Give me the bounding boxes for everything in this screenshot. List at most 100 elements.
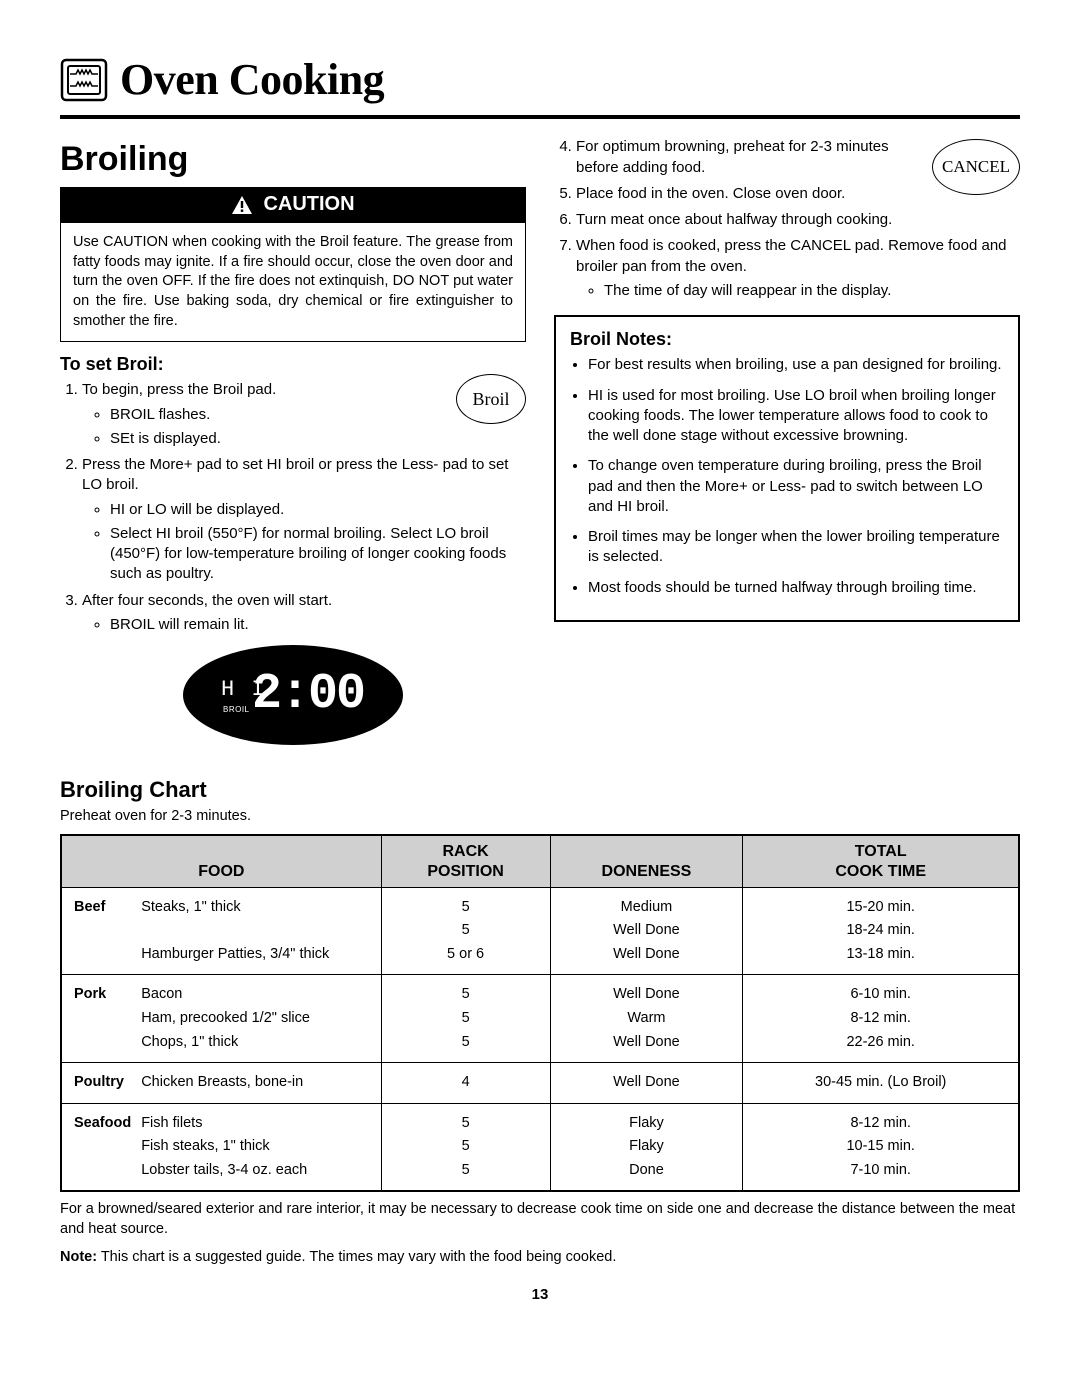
display-time: 2:00 xyxy=(252,661,364,729)
note-3: To change oven temperature during broili… xyxy=(588,456,1004,517)
food-category: Beef xyxy=(61,887,131,919)
food-item: Ham, precooked 1/2" slice xyxy=(131,1007,381,1031)
left-column: Broiling CAUTION Use CAUTION when cookin… xyxy=(60,137,526,745)
food-item: Fish filets xyxy=(131,1103,381,1135)
food-category xyxy=(61,919,131,943)
page-header: Oven Cooking xyxy=(60,50,1020,119)
step-3: After four seconds, the oven will start.… xyxy=(82,591,526,636)
doneness: Well Done xyxy=(550,975,743,1007)
doneness: Well Done xyxy=(550,943,743,975)
col-cooktime: TotalCook Time xyxy=(743,835,1019,887)
rack-position: 5 xyxy=(381,887,550,919)
rack-position: 5 xyxy=(381,1007,550,1031)
chart-footnote-2-text: This chart is a suggested guide. The tim… xyxy=(97,1249,616,1265)
to-set-broil-heading: To set Broil: xyxy=(60,352,526,376)
chart-footnote-1: For a browned/seared exterior and rare i… xyxy=(60,1200,1020,1239)
broiling-chart-table: Food RackPosition Doneness TotalCook Tim… xyxy=(60,834,1020,1192)
step-3-bullet-1: BROIL will remain lit. xyxy=(110,615,526,635)
food-item: Steaks, 1" thick xyxy=(131,887,381,919)
food-category xyxy=(61,1031,131,1063)
step-1-bullet-2: SEt is displayed. xyxy=(110,429,526,449)
food-category xyxy=(61,1007,131,1031)
food-category: Pork xyxy=(61,975,131,1007)
step-7-text: When food is cooked, press the CANCEL pa… xyxy=(576,237,1007,274)
doneness: Well Done xyxy=(550,1063,743,1104)
table-row: BeefSteaks, 1" thick5Medium15-20 min. xyxy=(61,887,1019,919)
col-doneness: Doneness xyxy=(550,835,743,887)
oven-display: H I BROIL 2:00 xyxy=(183,645,403,745)
cook-time: 6-10 min. xyxy=(743,975,1019,1007)
chart-subtitle: Preheat oven for 2-3 minutes. xyxy=(60,807,1020,827)
table-row: 5Well Done18-24 min. xyxy=(61,919,1019,943)
step-3-text: After four seconds, the oven will start. xyxy=(82,592,332,609)
doneness: Well Done xyxy=(550,1031,743,1063)
section-title: Broiling xyxy=(60,137,526,183)
display-hi: H I xyxy=(221,675,267,705)
rack-position: 5 xyxy=(381,1159,550,1192)
step-7-bullet-1: The time of day will reappear in the dis… xyxy=(604,281,1020,301)
table-row: PoultryChicken Breasts, bone-in4Well Don… xyxy=(61,1063,1019,1104)
set-broil-steps: To begin, press the Broil pad. BROIL fla… xyxy=(60,380,526,635)
table-row: Chops, 1" thick5Well Done22-26 min. xyxy=(61,1031,1019,1063)
doneness: Flaky xyxy=(550,1135,743,1159)
food-item: Bacon xyxy=(131,975,381,1007)
doneness: Flaky xyxy=(550,1103,743,1135)
rack-position: 4 xyxy=(381,1063,550,1104)
food-category: Seafood xyxy=(61,1103,131,1135)
cook-time: 7-10 min. xyxy=(743,1159,1019,1192)
rack-position: 5 xyxy=(381,1103,550,1135)
table-row: SeafoodFish filets5Flaky8-12 min. xyxy=(61,1103,1019,1135)
table-header-row: Food RackPosition Doneness TotalCook Tim… xyxy=(61,835,1019,887)
right-column: CANCEL For optimum browning, preheat for… xyxy=(554,137,1020,745)
cook-time: 8-12 min. xyxy=(743,1103,1019,1135)
note-label: Note: xyxy=(60,1249,97,1265)
step-6: Turn meat once about halfway through coo… xyxy=(576,210,1020,230)
broil-notes-box: Broil Notes: For best results when broil… xyxy=(554,315,1020,622)
rack-position: 5 xyxy=(381,1031,550,1063)
note-2: HI is used for most broiling. Use LO bro… xyxy=(588,386,1004,447)
note-1: For best results when broiling, use a pa… xyxy=(588,355,1004,375)
food-item: Hamburger Patties, 3/4" thick xyxy=(131,943,381,975)
cook-time: 18-24 min. xyxy=(743,919,1019,943)
food-category xyxy=(61,1159,131,1192)
cook-time: 8-12 min. xyxy=(743,1007,1019,1031)
warning-icon xyxy=(231,195,253,215)
chart-footnote-2: Note: This chart is a suggested guide. T… xyxy=(60,1248,1020,1268)
doneness: Warm xyxy=(550,1007,743,1031)
table-row: Fish steaks, 1" thick5Flaky10-15 min. xyxy=(61,1135,1019,1159)
table-row: Lobster tails, 3-4 oz. each5Done7-10 min… xyxy=(61,1159,1019,1192)
food-item: Chicken Breasts, bone-in xyxy=(131,1063,381,1104)
caution-text: Use CAUTION when cooking with the Broil … xyxy=(60,222,526,342)
rack-position: 5 xyxy=(381,919,550,943)
step-7: When food is cooked, press the CANCEL pa… xyxy=(576,236,1020,301)
page-number: 13 xyxy=(60,1285,1020,1305)
col-rack: RackPosition xyxy=(381,835,550,887)
food-category xyxy=(61,943,131,975)
table-row: PorkBacon5Well Done6-10 min. xyxy=(61,975,1019,1007)
table-row: Hamburger Patties, 3/4" thick5 or 6Well … xyxy=(61,943,1019,975)
food-category xyxy=(61,1135,131,1159)
page-title: Oven Cooking xyxy=(120,50,384,109)
food-item xyxy=(131,919,381,943)
doneness: Done xyxy=(550,1159,743,1192)
cook-time: 10-15 min. xyxy=(743,1135,1019,1159)
caution-label: CAUTION xyxy=(263,191,354,218)
cook-time: 30-45 min. (Lo Broil) xyxy=(743,1063,1019,1104)
table-row: Ham, precooked 1/2" slice5Warm8-12 min. xyxy=(61,1007,1019,1031)
col-food: Food xyxy=(61,835,381,887)
step-2-text: Press the More+ pad to set HI broil or p… xyxy=(82,456,508,493)
display-broil-label: BROIL xyxy=(223,705,250,716)
note-4: Broil times may be longer when the lower… xyxy=(588,527,1004,568)
food-item: Chops, 1" thick xyxy=(131,1031,381,1063)
oven-icon xyxy=(60,58,108,102)
broiling-chart-section: Broiling Chart Preheat oven for 2-3 minu… xyxy=(60,775,1020,1267)
food-category: Poultry xyxy=(61,1063,131,1104)
food-item: Fish steaks, 1" thick xyxy=(131,1135,381,1159)
broil-notes-heading: Broil Notes: xyxy=(570,327,1004,351)
food-item: Lobster tails, 3-4 oz. each xyxy=(131,1159,381,1192)
step-1-text: To begin, press the Broil pad. xyxy=(82,381,276,398)
note-5: Most foods should be turned halfway thro… xyxy=(588,578,1004,598)
cook-time: 13-18 min. xyxy=(743,943,1019,975)
cancel-button[interactable]: CANCEL xyxy=(932,139,1020,195)
cook-time: 15-20 min. xyxy=(743,887,1019,919)
